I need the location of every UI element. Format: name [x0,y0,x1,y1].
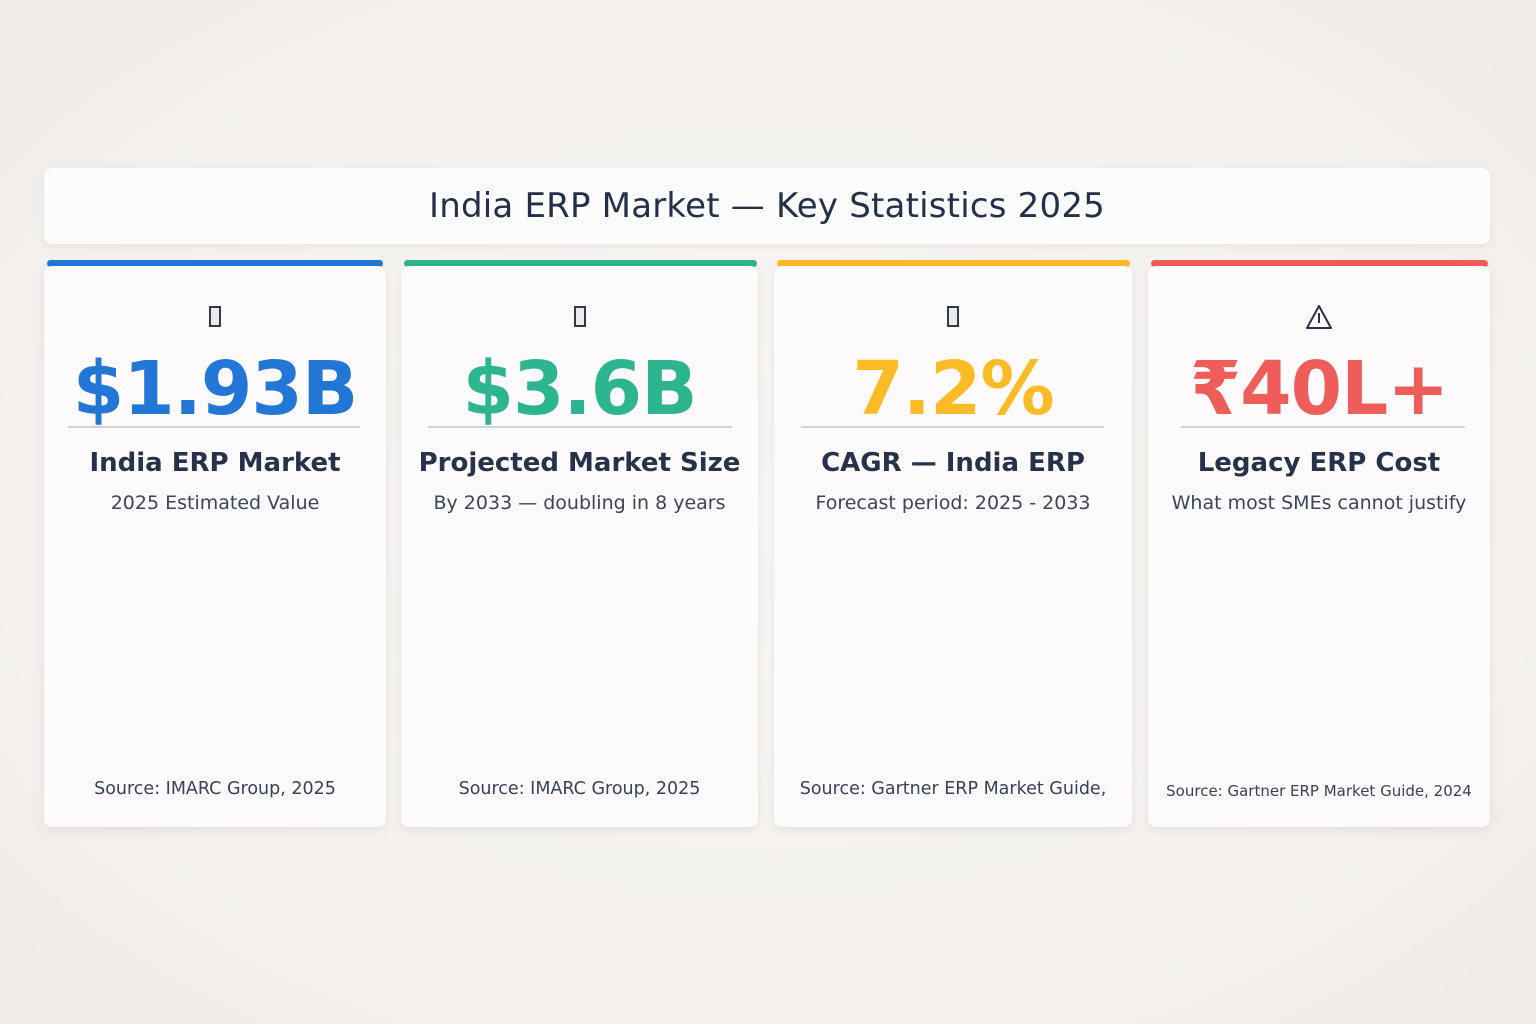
title-banner: India ERP Market — Key Statistics 2025 [44,168,1490,244]
stat-value: $1.93B [72,346,358,432]
stat-source: Source: IMARC Group, 2025 [94,779,336,799]
stat-value: ₹40L+ [1189,346,1450,432]
page-title: India ERP Market — Key Statistics 2025 [429,186,1105,226]
stat-subtitle: By 2033 — doubling in 8 years [433,492,726,514]
stat-card-india-erp-market: $1.93B India ERP Market 2025 Estimated V… [44,266,386,827]
divider [801,426,1104,428]
stat-source: Source: Gartner ERP Market Guide, [799,779,1107,799]
card-accent-bar-yellow [777,260,1130,267]
stat-label: Projected Market Size [418,448,741,478]
stat-value: $3.6B [462,346,698,432]
divider [428,426,732,428]
stat-label: India ERP Market [89,448,341,478]
warning-icon [1148,302,1490,332]
stat-subtitle: What most SMEs cannot justify [1171,492,1467,514]
stat-value: 7.2% [852,346,1054,432]
stat-label: CAGR — India ERP [821,448,1085,478]
divider [68,426,360,428]
stat-subtitle: 2025 Estimated Value [110,492,320,514]
missing-glyph-icon [401,302,758,332]
stat-source: Source: IMARC Group, 2025 [458,779,701,799]
stat-label: Legacy ERP Cost [1197,448,1441,478]
stat-card-projected-market-size: $3.6B Projected Market Size By 2033 — do… [401,266,758,827]
missing-glyph-icon [44,302,386,332]
card-accent-bar-blue [47,260,383,267]
card-accent-bar-red [1151,260,1488,267]
card-accent-bar-green [404,260,757,267]
missing-glyph-icon [774,302,1132,332]
stat-card-legacy-erp-cost: ₹40L+ Legacy ERP Cost What most SMEs can… [1148,266,1490,827]
stat-subtitle: Forecast period: 2025 - 2033 [815,492,1091,514]
stat-card-cagr: 7.2% CAGR — India ERP Forecast period: 2… [774,266,1132,827]
divider [1181,426,1465,428]
stat-source: Source: Gartner ERP Market Guide, 2024 [1166,782,1472,800]
